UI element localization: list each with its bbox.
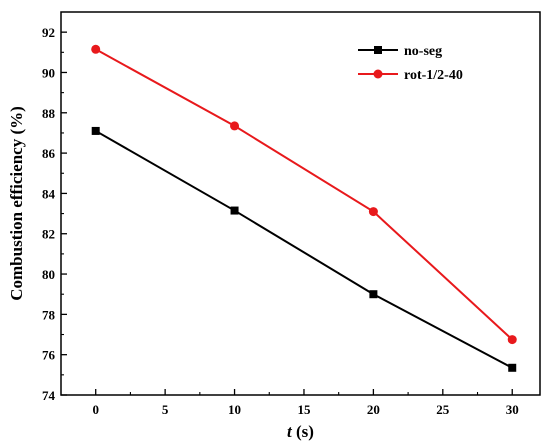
legend-item: no-seg <box>358 44 442 59</box>
x-tick-label: 15 <box>297 402 311 417</box>
y-tick-label: 88 <box>42 106 56 121</box>
x-tick-label: 25 <box>436 402 450 417</box>
x-tick-label: 30 <box>506 402 519 417</box>
legend-item: rot-1/2-40 <box>358 68 463 83</box>
legend-marker <box>373 69 383 79</box>
y-axis-title: Combustion efficiency (%) <box>7 106 26 301</box>
plot-frame <box>60 11 541 396</box>
series-line <box>95 48 513 341</box>
y-tick-label: 90 <box>42 65 55 80</box>
data-point <box>368 207 378 217</box>
y-tick-label: 80 <box>42 267 55 282</box>
series-no-seg <box>91 126 517 372</box>
data-point <box>230 121 240 131</box>
series-layer <box>91 44 517 372</box>
x-axis-title-italic: t <box>287 422 293 441</box>
x-tick-label: 0 <box>92 402 99 417</box>
y-tick-label: 86 <box>42 146 56 161</box>
legend: no-seg rot-1/2-40 <box>358 44 463 83</box>
data-point <box>507 335 517 345</box>
data-point <box>230 206 239 215</box>
y-tick-label: 84 <box>42 186 56 201</box>
x-tick-label: 10 <box>228 402 241 417</box>
data-point <box>369 290 378 299</box>
x-axis-title-unit: (s) <box>292 422 314 441</box>
y-tick-label: 74 <box>42 388 56 403</box>
x-axis: 0 5 10 15 20 25 30 <box>92 389 519 417</box>
plot-area <box>60 11 541 396</box>
data-point <box>508 363 517 372</box>
y-tick-label: 92 <box>42 25 55 40</box>
x-tick-label: 5 <box>162 402 169 417</box>
x-axis-title: t (s) <box>287 422 314 441</box>
y-tick-label: 78 <box>42 307 56 322</box>
legend-label: rot-1/2-40 <box>404 68 463 83</box>
legend-marker <box>374 46 382 54</box>
y-axis: 74 76 78 80 82 84 86 88 90 92 <box>42 25 67 403</box>
data-point <box>91 44 101 54</box>
x-tick-label: 20 <box>367 402 380 417</box>
legend-label: no-seg <box>404 44 442 59</box>
series-line <box>95 130 513 369</box>
series-rot-1/2-40 <box>91 44 517 345</box>
data-point <box>91 126 100 135</box>
y-tick-label: 82 <box>42 227 55 242</box>
y-tick-label: 76 <box>42 348 56 363</box>
